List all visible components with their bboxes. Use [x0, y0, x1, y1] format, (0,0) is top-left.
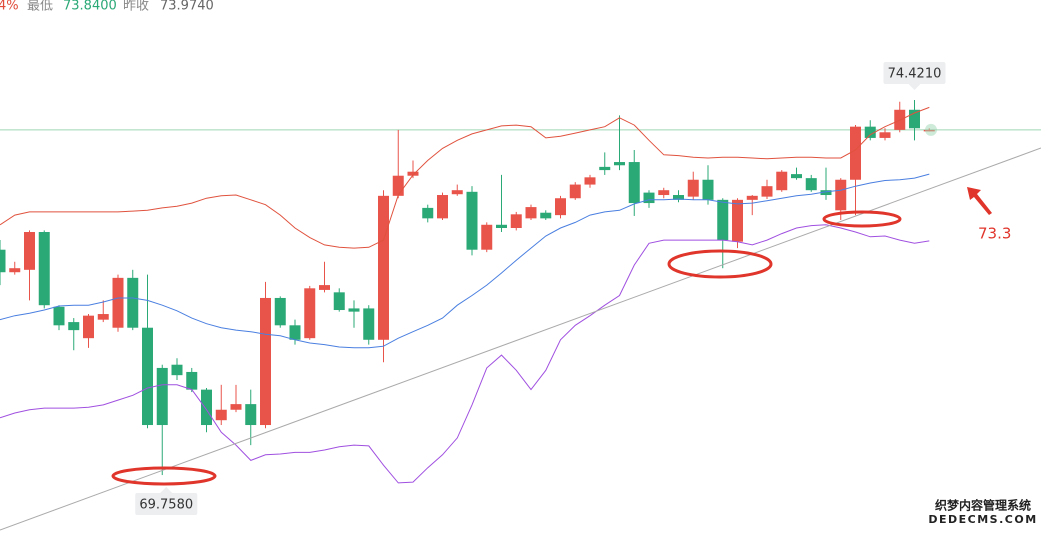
candle-body: [304, 288, 316, 339]
candle-body: [83, 315, 94, 339]
annotation-arrow: [967, 187, 992, 215]
candle-body: [112, 277, 124, 328]
change: 4%: [0, 0, 19, 14]
value-label: 74.4210: [888, 67, 942, 82]
candle-body: [186, 371, 198, 390]
candle-body: [584, 177, 596, 185]
candle-body: [289, 325, 301, 340]
value-label-pointer: [908, 84, 921, 91]
watermark-bg: [928, 497, 1038, 527]
candle-body: [599, 166, 611, 171]
candle-body: [702, 179, 714, 200]
candle-body: [687, 179, 699, 197]
candle-body: [466, 191, 478, 250]
candle-body: [274, 297, 286, 326]
candle-body: [24, 232, 35, 270]
candle-body: [348, 308, 360, 312]
candle-body: [791, 174, 802, 179]
candle-body: [422, 207, 434, 219]
value-label-box: [883, 62, 946, 85]
candle-body: [230, 404, 242, 410]
candle-body: [0, 249, 6, 273]
candle-body: [437, 195, 448, 219]
candle-body: [805, 178, 817, 191]
prev-close-label: 昨收: [123, 0, 149, 14]
candle-body: [127, 277, 139, 328]
candle-body: [525, 207, 537, 219]
plot-area: 74.4210 69.7580: [0, 62, 1041, 516]
candle-body: [319, 285, 330, 290]
candle-body: [820, 190, 832, 196]
candle-body: [9, 268, 21, 273]
candle-body: [776, 171, 788, 191]
value-label-pointer: [160, 487, 173, 494]
candle-body: [569, 184, 581, 199]
indicator-line: [0, 224, 930, 484]
header: 4% 最低 73.8400 昨收 73.9740: [0, 0, 214, 14]
value-label: 69.7580: [139, 498, 193, 513]
candle-body: [746, 195, 758, 200]
candle-body: [628, 162, 640, 204]
candle-body: [407, 171, 419, 176]
indicator-line: [0, 106, 930, 249]
candle-body: [732, 199, 743, 242]
candle-body: [717, 199, 729, 241]
candle-body: [333, 292, 345, 311]
value-label-box: [135, 493, 198, 516]
candle-body: [614, 162, 625, 166]
candle-body: [97, 314, 109, 320]
candle-body: [156, 367, 168, 426]
candle-body: [171, 364, 183, 376]
indicator-line: [0, 173, 930, 349]
candle-body: [378, 195, 389, 340]
low-value: 73.8400: [63, 0, 117, 14]
candle-body: [245, 404, 257, 426]
watermark-line2: DEDECMS.COM: [928, 513, 1037, 526]
candle-body: [142, 327, 153, 426]
candle-body: [481, 224, 493, 250]
candle-body: [658, 190, 670, 196]
candle-body: [909, 109, 920, 129]
candle-body: [673, 195, 684, 200]
watermark-line1: 织梦内容管理系统: [935, 498, 1031, 513]
low-label: 最低: [27, 0, 53, 14]
candle-body: [864, 126, 876, 138]
candle-body: [496, 224, 507, 228]
candle-body: [879, 132, 891, 138]
candle-body: [835, 179, 847, 211]
candle-body: [260, 297, 271, 426]
candle-body: [540, 212, 552, 219]
candle-body: [53, 306, 65, 326]
candle-body: [510, 214, 522, 228]
candle-body: [201, 389, 212, 426]
candle-body: [215, 409, 227, 421]
highlight-ellipse: [667, 249, 773, 279]
candle-body: [38, 232, 50, 306]
highlight-ellipse: [111, 466, 217, 486]
candle-body: [643, 192, 655, 204]
candle-body: [555, 198, 566, 216]
candle-body: [68, 322, 80, 331]
watermark: 织梦内容管理系统 DEDECMS.COM: [928, 497, 1038, 527]
last-price-glow: [925, 123, 937, 136]
prev-close-value: 73.9740: [160, 0, 214, 14]
candle-body: [451, 190, 463, 195]
candle-body: [761, 186, 773, 197]
candle-body: [850, 126, 861, 180]
highlight-ellipse: [822, 210, 902, 228]
candle-body: [392, 175, 404, 196]
annotation-text: 73.3: [978, 225, 1011, 243]
candle-body: [363, 308, 375, 340]
